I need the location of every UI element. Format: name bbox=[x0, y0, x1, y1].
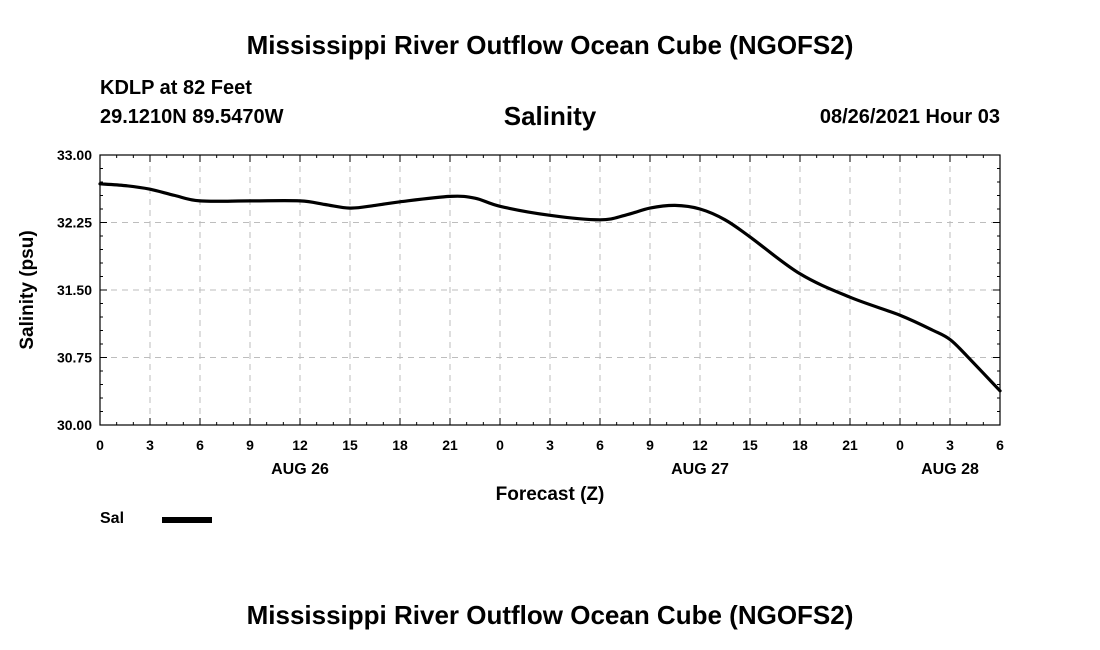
x-tick-label: 6 bbox=[596, 437, 604, 453]
x-tick-label: 3 bbox=[546, 437, 554, 453]
y-tick-label: 30.75 bbox=[57, 350, 92, 366]
station-label: KDLP at 82 Feet bbox=[100, 77, 252, 99]
legend-label: Sal bbox=[100, 510, 125, 527]
x-tick-label: 9 bbox=[646, 437, 654, 453]
x-tick-label: 12 bbox=[292, 437, 308, 453]
x-tick-label: 9 bbox=[246, 437, 254, 453]
y-axis-title: Salinity (psu) bbox=[17, 230, 38, 349]
date-label: AUG 27 bbox=[671, 461, 729, 478]
x-tick-label: 3 bbox=[946, 437, 954, 453]
y-tick-label: 33.00 bbox=[57, 147, 92, 163]
x-tick-label: 18 bbox=[392, 437, 408, 453]
x-tick-label: 21 bbox=[442, 437, 458, 453]
x-tick-label: 6 bbox=[196, 437, 204, 453]
series-line-sal bbox=[98, 182, 1002, 393]
y-tick-label: 32.25 bbox=[57, 215, 92, 231]
x-tick-label: 12 bbox=[692, 437, 708, 453]
x-tick-label: 3 bbox=[146, 437, 154, 453]
x-tick-label: 6 bbox=[996, 437, 1004, 453]
y-tick-label: 31.50 bbox=[57, 282, 92, 298]
x-tick-label: 18 bbox=[792, 437, 808, 453]
variable-title: Salinity bbox=[503, 101, 597, 131]
x-tick-label: 15 bbox=[742, 437, 758, 453]
date-label: AUG 26 bbox=[271, 461, 329, 478]
x-tick-label: 21 bbox=[842, 437, 858, 453]
x-tick-label: 0 bbox=[496, 437, 504, 453]
y-tick-label: 30.00 bbox=[57, 417, 92, 433]
datetime-label: 08/26/2021 Hour 03 bbox=[819, 106, 1000, 128]
x-axis-title: Forecast (Z) bbox=[496, 484, 605, 505]
date-label: AUG 28 bbox=[921, 461, 979, 478]
x-tick-label: 0 bbox=[896, 437, 904, 453]
x-tick-label: 15 bbox=[342, 437, 358, 453]
legend-line-swatch bbox=[162, 517, 212, 523]
x-tick-label: 0 bbox=[96, 437, 104, 453]
coordinates-label: 29.1210N 89.5470W bbox=[100, 106, 284, 128]
chart-header-title: Mississippi River Outflow Ocean Cube (NG… bbox=[246, 30, 854, 60]
chart-footer-title: Mississippi River Outflow Ocean Cube (NG… bbox=[246, 600, 854, 630]
